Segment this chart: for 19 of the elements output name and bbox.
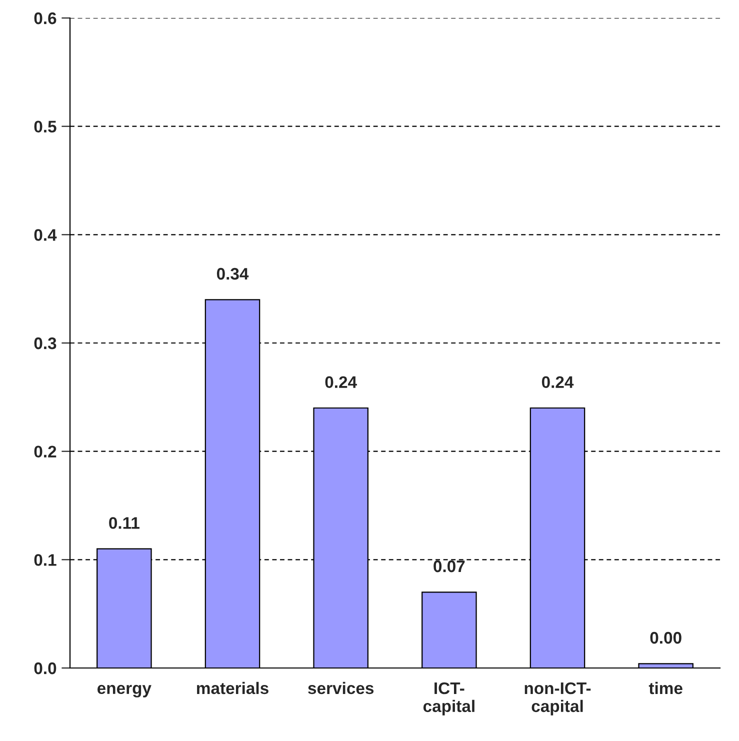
x-tick-label: ICT- capital — [423, 682, 474, 716]
x-tick-label: non-ICT- capital — [524, 682, 591, 716]
data-label: 0.07 — [434, 560, 465, 572]
data-label: 0.11 — [109, 517, 140, 529]
x-tick-label: time — [648, 682, 682, 694]
x-tick-label: services — [308, 682, 374, 694]
data-label: 0.24 — [325, 376, 357, 388]
data-label: 0.00 — [650, 632, 682, 644]
y-tick-label: 0.6 — [34, 12, 56, 24]
x-tick-label: energy — [97, 684, 152, 698]
y-tick-label: 0.1 — [34, 554, 56, 566]
data-label: 0.24 — [542, 376, 574, 388]
y-tick-label: 0.0 — [34, 662, 56, 674]
y-tick-label: 0.4 — [34, 229, 57, 241]
y-tick-label: 0.3 — [34, 337, 56, 350]
y-tick-label: 0.2 — [34, 446, 56, 458]
data-label: 0.34 — [216, 268, 249, 280]
x-tick-label: materials — [197, 682, 268, 694]
y-tick-label: 0.5 — [34, 120, 56, 133]
